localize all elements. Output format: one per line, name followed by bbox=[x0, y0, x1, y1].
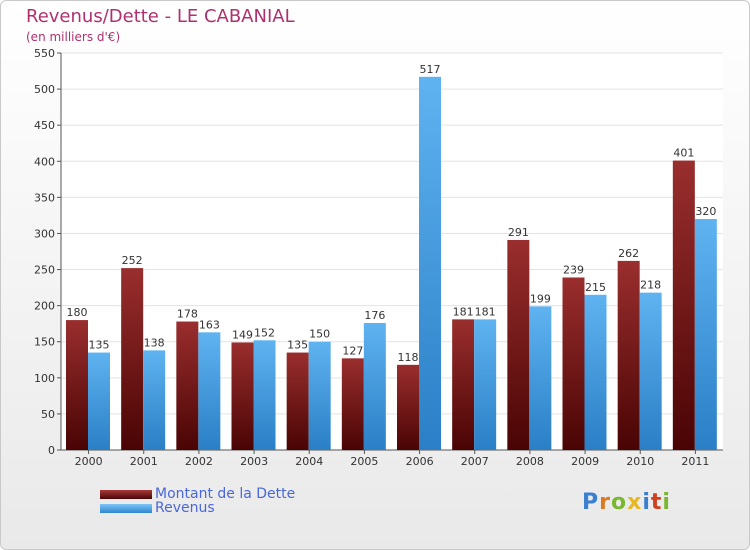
bar-revenus bbox=[474, 319, 497, 450]
legend-label-dette: Montant de la Dette bbox=[155, 486, 296, 502]
bar-dette bbox=[397, 364, 419, 450]
x-tick-label: 2010 bbox=[626, 455, 654, 468]
bar-dette bbox=[672, 160, 695, 450]
data-label: 401 bbox=[673, 147, 694, 160]
data-label: 180 bbox=[67, 306, 88, 319]
data-label: 320 bbox=[695, 205, 716, 218]
data-label: 178 bbox=[177, 308, 198, 321]
data-label: 176 bbox=[364, 309, 385, 322]
bar-dette bbox=[66, 320, 88, 450]
data-label: 127 bbox=[342, 344, 363, 357]
data-label: 150 bbox=[309, 328, 330, 341]
data-label: 181 bbox=[475, 305, 496, 318]
bar-dette bbox=[452, 319, 475, 450]
bar-revenus bbox=[308, 341, 331, 450]
y-tick-label: 0 bbox=[48, 444, 55, 457]
y-tick-label: 400 bbox=[34, 155, 55, 168]
x-tick-label: 2002 bbox=[185, 455, 213, 468]
data-label: 239 bbox=[563, 263, 584, 276]
bar-revenus bbox=[143, 350, 166, 450]
y-tick-label: 350 bbox=[34, 191, 55, 204]
data-label: 291 bbox=[508, 226, 529, 239]
y-tick-label: 100 bbox=[34, 372, 55, 385]
bar-dette bbox=[121, 268, 144, 450]
data-label: 135 bbox=[89, 339, 110, 352]
y-tick-label: 450 bbox=[34, 119, 55, 132]
legend-swatch-revenus bbox=[100, 503, 152, 513]
bar-revenus bbox=[253, 340, 276, 450]
data-label: 135 bbox=[287, 339, 308, 352]
x-tick-label: 2000 bbox=[75, 455, 103, 468]
data-label: 118 bbox=[398, 351, 419, 364]
x-tick-label: 2005 bbox=[350, 455, 378, 468]
legend-item-revenus: Revenus bbox=[100, 500, 215, 516]
x-tick-label: 2011 bbox=[681, 455, 709, 468]
y-tick-label: 150 bbox=[34, 336, 55, 349]
x-tick-label: 2003 bbox=[240, 455, 268, 468]
bar-dette bbox=[341, 358, 364, 450]
legend-item-dette: Montant de la Dette bbox=[100, 486, 295, 502]
bar-dette bbox=[176, 321, 199, 450]
bar-dette bbox=[286, 352, 309, 450]
bar-dette bbox=[231, 342, 254, 450]
chart-title: Revenus/Dette - LE CABANIAL bbox=[26, 6, 295, 27]
bar-revenus bbox=[694, 219, 717, 450]
x-tick-label: 2006 bbox=[406, 455, 434, 468]
bar-revenus bbox=[419, 76, 441, 450]
data-label: 149 bbox=[232, 328, 253, 341]
y-tick-label: 500 bbox=[34, 83, 55, 96]
data-label: 252 bbox=[122, 254, 143, 267]
y-tick-label: 250 bbox=[34, 264, 55, 277]
data-label: 138 bbox=[144, 336, 165, 349]
proxiti-logo: Proxiti bbox=[582, 490, 671, 515]
bar-revenus bbox=[584, 294, 607, 450]
data-label: 152 bbox=[254, 326, 275, 339]
data-label: 181 bbox=[453, 305, 474, 318]
data-label: 199 bbox=[530, 292, 551, 305]
bar-revenus bbox=[529, 306, 552, 450]
legend-label-revenus: Revenus bbox=[155, 500, 215, 516]
bar-revenus bbox=[88, 352, 110, 450]
bar-revenus bbox=[198, 332, 221, 450]
bar-revenus bbox=[363, 322, 386, 450]
legend-swatch-dette bbox=[100, 489, 152, 499]
bar-revenus bbox=[639, 292, 662, 450]
y-tick-label: 300 bbox=[34, 227, 55, 240]
bar-dette bbox=[562, 277, 585, 450]
y-tick-label: 550 bbox=[34, 47, 55, 60]
x-tick-label: 2009 bbox=[571, 455, 599, 468]
x-tick-label: 2004 bbox=[295, 455, 323, 468]
data-label: 517 bbox=[420, 63, 441, 76]
y-tick-label: 50 bbox=[41, 408, 55, 421]
x-tick-label: 2008 bbox=[516, 455, 544, 468]
bar-dette bbox=[617, 260, 640, 450]
chart-subtitle: (en milliers d'€) bbox=[26, 30, 121, 44]
plot-area bbox=[61, 53, 723, 450]
x-tick-label: 2001 bbox=[130, 455, 158, 468]
x-tick-label: 2007 bbox=[461, 455, 489, 468]
data-label: 215 bbox=[585, 281, 606, 294]
data-label: 163 bbox=[199, 318, 220, 331]
bar-dette bbox=[507, 239, 530, 450]
data-label: 218 bbox=[640, 279, 661, 292]
data-label: 262 bbox=[618, 247, 639, 260]
y-tick-label: 200 bbox=[34, 300, 55, 313]
